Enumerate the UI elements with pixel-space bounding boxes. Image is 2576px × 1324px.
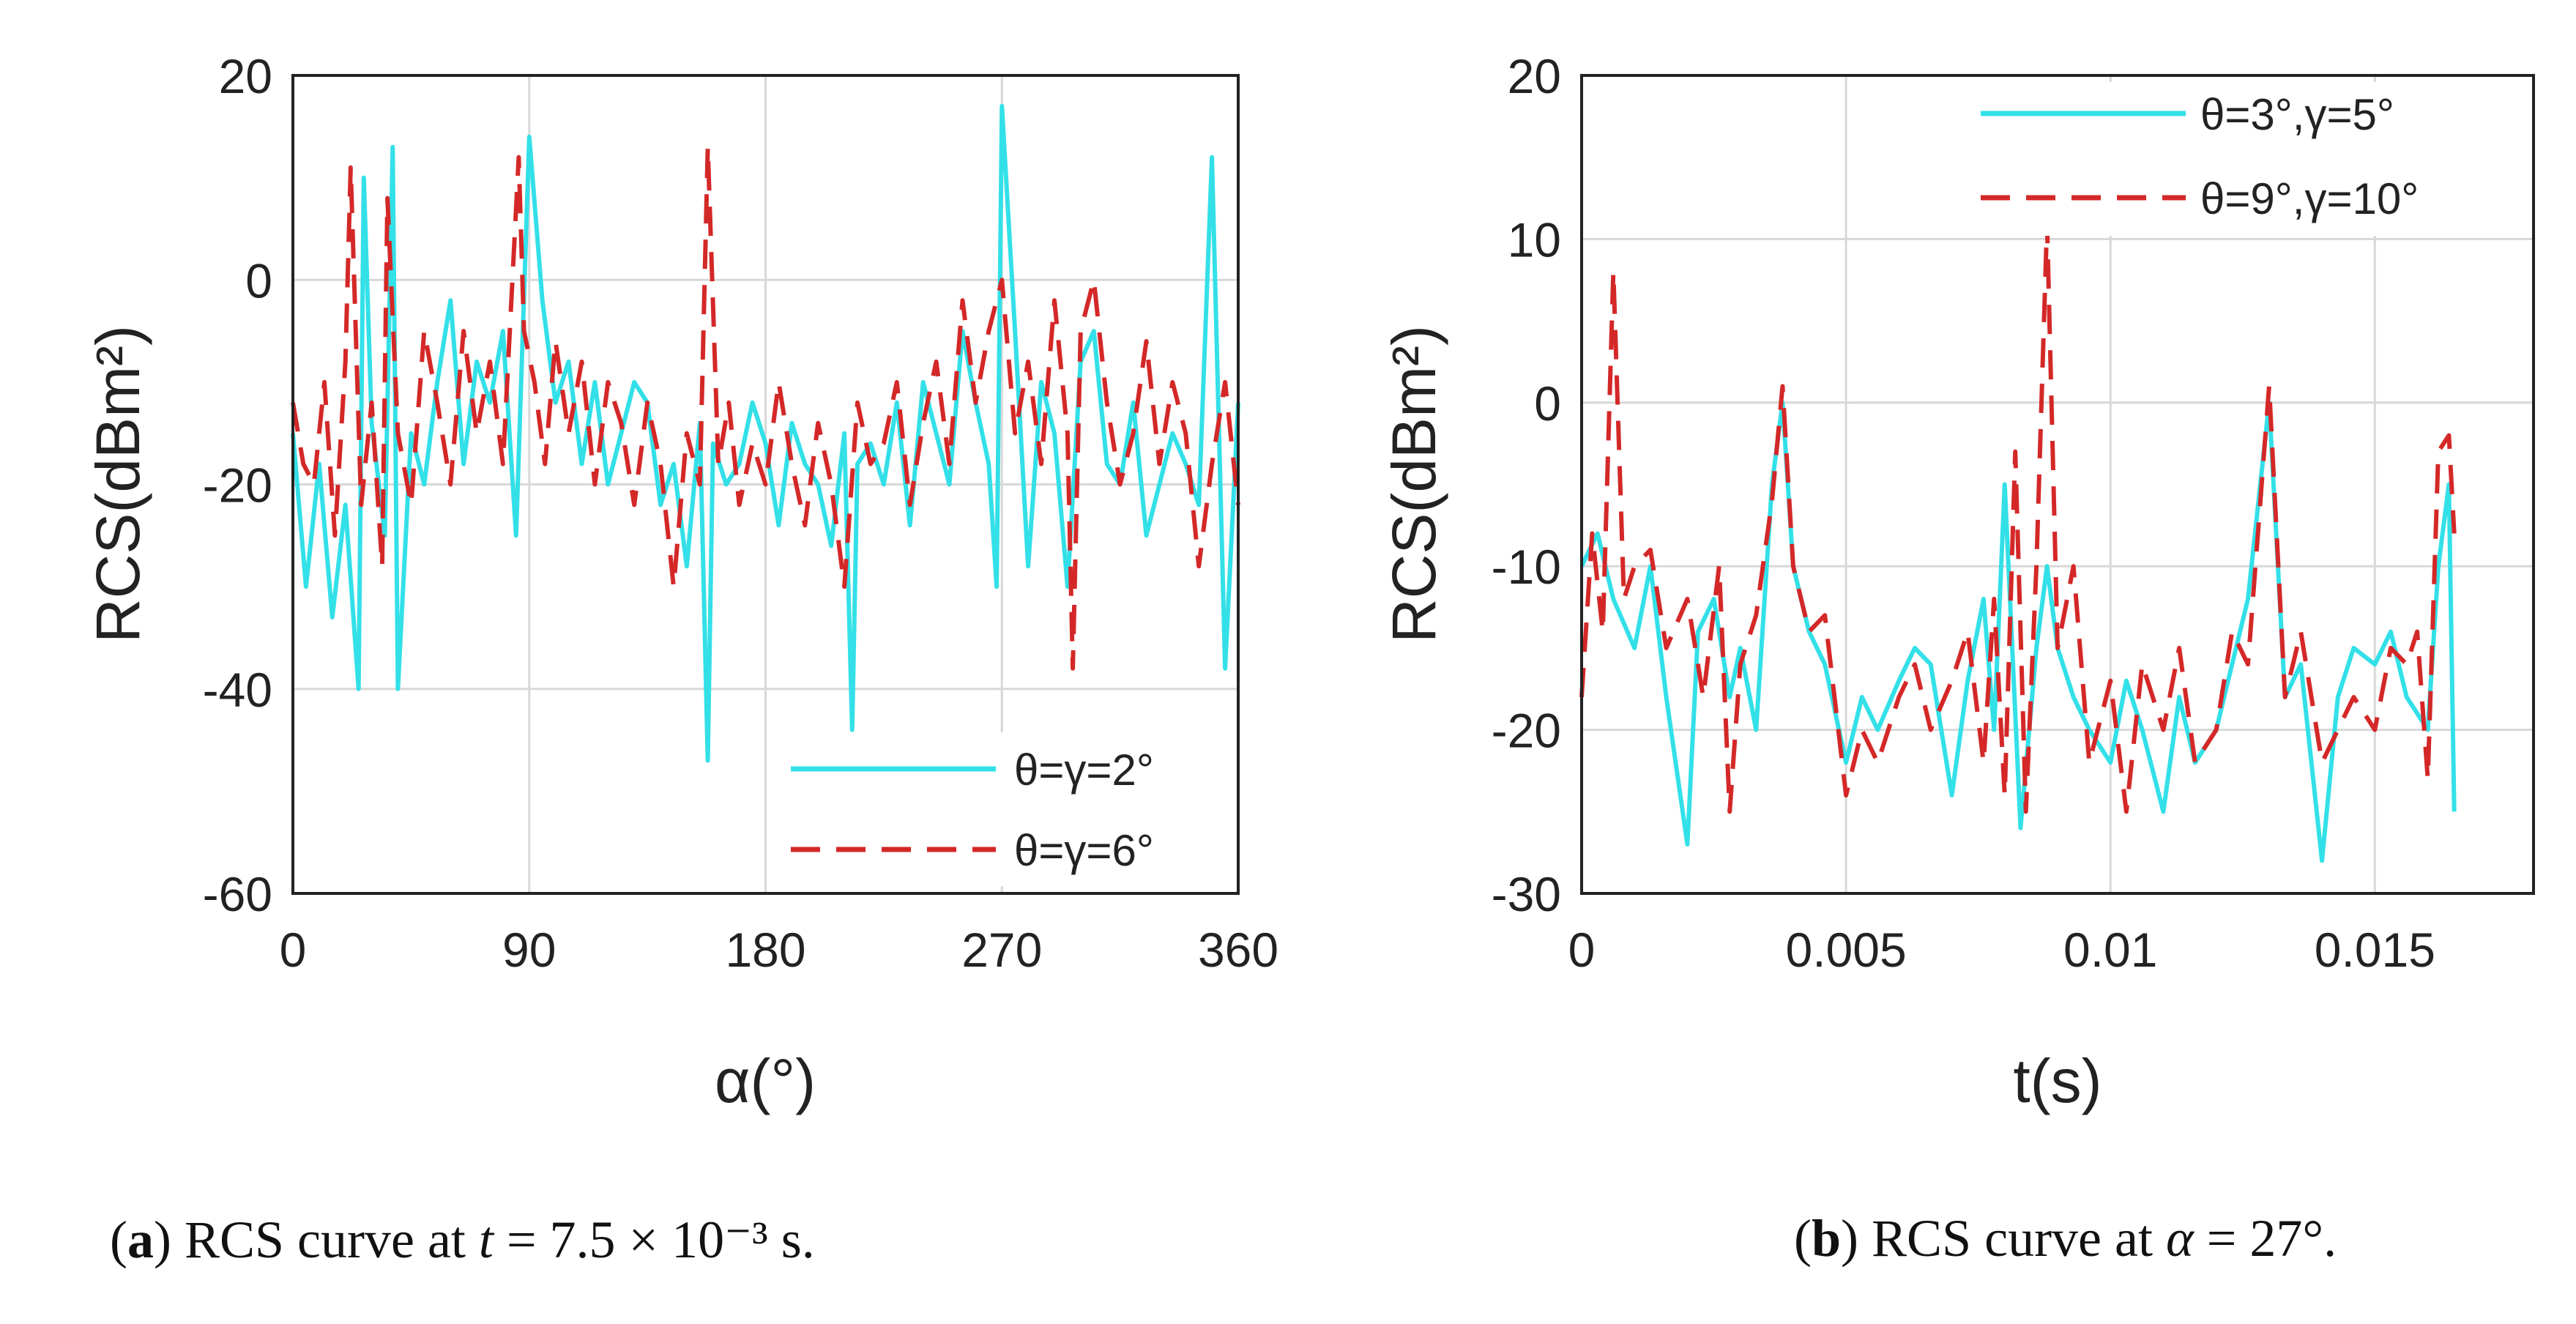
- chart-b-legend-box: [1962, 82, 2526, 236]
- chart-b-ylabel: RCS(dBm²): [1380, 325, 1448, 643]
- chart-a-series-1-line: [291, 144, 1240, 671]
- chart-b-ytick: 0: [1534, 376, 1561, 431]
- chart-b-xtick: 0.015: [2315, 923, 2435, 977]
- chart-a-legend-box: [769, 732, 1230, 886]
- chart-b-ytick: 10: [1508, 212, 1561, 267]
- chart-a-xtick: 360: [1198, 923, 1278, 977]
- chart-a-plot-frame: [291, 74, 1240, 895]
- chart-a-xtick: 0: [280, 923, 307, 977]
- caption-a-label: a: [127, 1210, 154, 1269]
- caption-a-value: = 7.5 × 10⁻³ s.: [493, 1210, 815, 1269]
- chart-b-legend-label-0: θ=3°,γ=5°: [2200, 90, 2394, 139]
- chart-a-ytick: 0: [245, 253, 272, 308]
- caption-b-var: α: [2165, 1209, 2194, 1268]
- chart-b-series-1-line: [1579, 220, 2457, 814]
- chart-a-series: [291, 103, 1240, 763]
- chart-a-xtick: 270: [961, 923, 1042, 977]
- chart-a-xlabel: α(°): [715, 1046, 816, 1115]
- chart-a-xtick: 90: [502, 923, 556, 977]
- chart-b-tick-labels: 0 0.005 0.01 0.015 20 10 0 -10 -20 -30: [1492, 49, 2435, 977]
- chart-a-ylabel: RCS(dBm²): [83, 325, 152, 643]
- chart-b-ytick: 20: [1508, 49, 1561, 103]
- chart-a-legend-label-1: θ=γ=6°: [1014, 826, 1154, 875]
- chart-a-legend-label-0: θ=γ=2°: [1014, 745, 1154, 795]
- chart-a-ytick: 20: [219, 49, 272, 103]
- chart-b-ytick: -30: [1492, 867, 1561, 921]
- chart-b-xtick: 0.005: [1786, 923, 1907, 977]
- caption-b-text: RCS curve at: [1858, 1209, 2166, 1268]
- chart-b-legend: θ=3°,γ=5° θ=9°,γ=10°: [1962, 82, 2526, 236]
- chart-b-xtick: 0: [1568, 923, 1596, 977]
- chart-b-legend-label-1: θ=9°,γ=10°: [2200, 174, 2419, 223]
- chart-a-ytick: -40: [203, 663, 272, 717]
- chart-b-xlabel: t(s): [2013, 1046, 2102, 1115]
- chart-b: 0 0.005 0.01 0.015 20 10 0 -10 -20 -30 t(s) RCS(d…: [1380, 49, 2535, 1115]
- chart-b-series: [1579, 220, 2457, 863]
- chart-a-tick-labels: 0 90 180 270 360 20 0 -20 -40 -60: [203, 49, 1278, 977]
- chart-a-legend: θ=γ=2° θ=γ=6°: [769, 732, 1230, 886]
- chart-a-ytick: -60: [203, 867, 272, 921]
- chart-b-ytick: -10: [1492, 540, 1561, 594]
- chart-a-ytick: -20: [203, 458, 272, 513]
- chart-b-ytick: -20: [1492, 704, 1561, 758]
- caption-b-value: = 27°.: [2193, 1209, 2337, 1268]
- chart-b-xtick: 0.01: [2063, 923, 2157, 977]
- chart-a-xtick: 180: [725, 923, 805, 977]
- caption-a: (a) RCS curve at t = 7.5 × 10⁻³ s.: [110, 1210, 815, 1269]
- caption-a-text: RCS curve at: [171, 1210, 479, 1269]
- caption-a-var: t: [478, 1210, 494, 1269]
- chart-b-plot-frame: [1580, 74, 2535, 895]
- caption-b-label: b: [1811, 1209, 1842, 1268]
- caption-b: (b) RCS curve at α = 27°.: [1794, 1209, 2337, 1268]
- chart-b-series-0-line: [1579, 400, 2457, 863]
